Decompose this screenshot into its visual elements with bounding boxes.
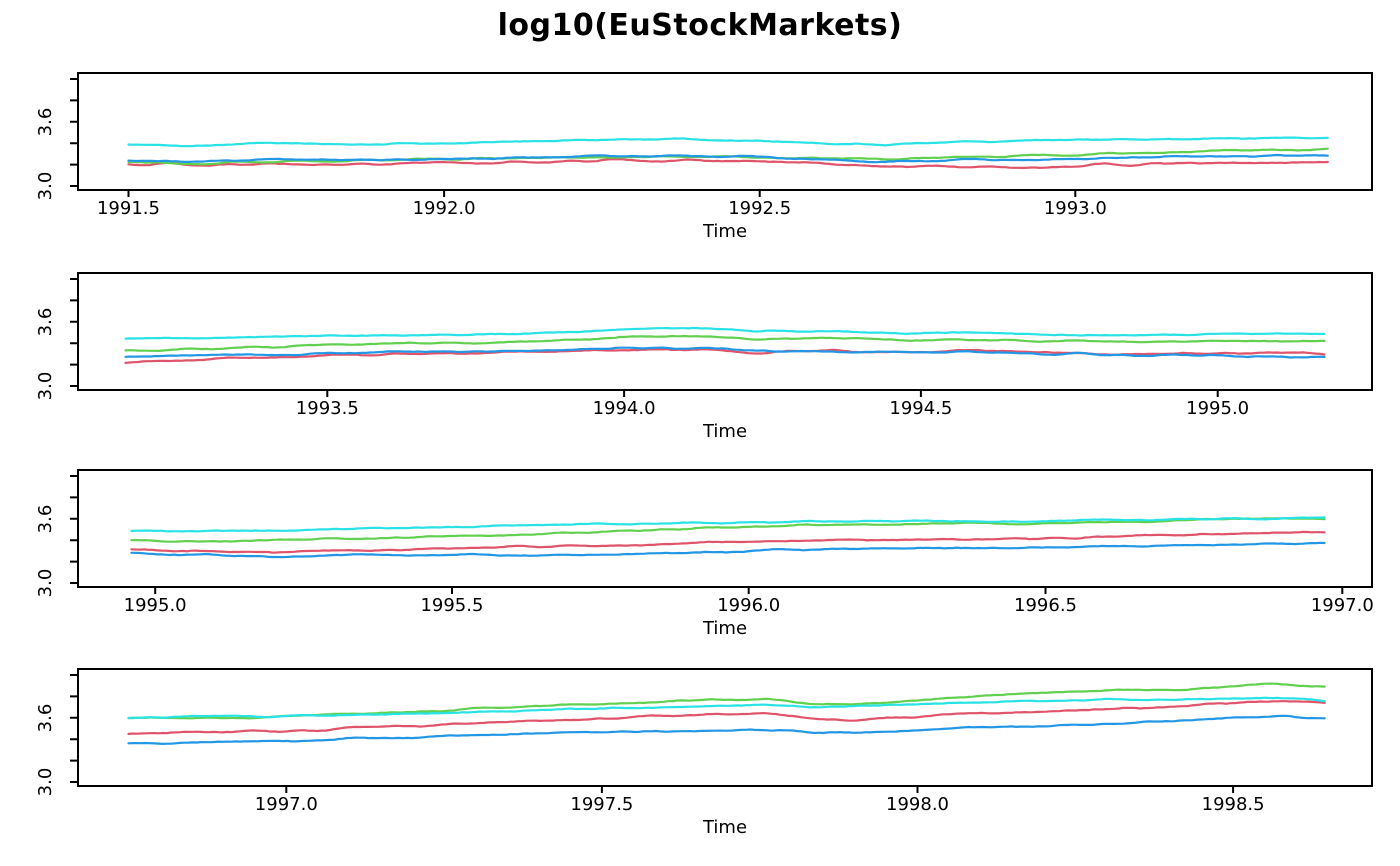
cyan-line bbox=[127, 136, 1329, 148]
x-axis-title: Time bbox=[702, 817, 748, 838]
cyan-line bbox=[130, 516, 1326, 533]
x-tick-label: 1995.0 bbox=[123, 595, 187, 616]
panel-4-ticks bbox=[70, 674, 1235, 793]
cyan-line bbox=[124, 326, 1326, 340]
panel-2-ticks bbox=[70, 278, 1219, 397]
y-tick-label: 3.6 bbox=[35, 307, 56, 337]
green-line bbox=[127, 682, 1326, 720]
x-axis-title: Time bbox=[702, 421, 748, 442]
chart-title: log10(EuStockMarkets) bbox=[497, 8, 903, 43]
blue-line bbox=[124, 346, 1326, 359]
x-tick-label: 1992.5 bbox=[728, 198, 792, 219]
y-tick-label: 3.6 bbox=[35, 703, 56, 733]
red-line bbox=[130, 530, 1326, 554]
x-tick-label: 1992.0 bbox=[412, 198, 476, 219]
x-tick-label: 1991.5 bbox=[96, 198, 160, 219]
y-tick-label: 3.0 bbox=[35, 371, 56, 401]
red-line bbox=[127, 158, 1329, 169]
y-tick-label: 3.6 bbox=[35, 107, 56, 137]
panel-4-border bbox=[77, 668, 1373, 787]
y-tick-label: 3.0 bbox=[35, 568, 56, 598]
green-line bbox=[130, 517, 1326, 543]
x-tick-label: 1998.0 bbox=[886, 794, 949, 815]
x-tick-label: 1996.0 bbox=[717, 595, 781, 616]
x-tick-label: 1993.0 bbox=[1043, 198, 1107, 219]
x-tick-label: 1998.5 bbox=[1201, 794, 1265, 815]
cyan-line bbox=[127, 696, 1326, 720]
x-tick-label: 1995.5 bbox=[420, 595, 484, 616]
x-tick-label: 1995.0 bbox=[1186, 398, 1250, 419]
x-tick-label: 1997.5 bbox=[570, 794, 634, 815]
panel-2-border bbox=[77, 272, 1373, 391]
panel-3-ticks bbox=[70, 475, 1344, 594]
panel-3-border bbox=[77, 469, 1373, 588]
y-tick-label: 3.0 bbox=[35, 171, 56, 201]
blue-line bbox=[127, 153, 1329, 164]
x-tick-label: 1996.5 bbox=[1014, 595, 1078, 616]
red-line bbox=[127, 700, 1326, 736]
x-axis-title: Time bbox=[702, 221, 748, 242]
x-tick-label: 1994.0 bbox=[592, 398, 656, 419]
x-tick-label: 1997.0 bbox=[254, 794, 318, 815]
y-tick-label: 3.0 bbox=[35, 767, 56, 797]
green-line bbox=[124, 334, 1326, 352]
x-tick-label: 1997.0 bbox=[1310, 595, 1374, 616]
panel-1-border bbox=[77, 72, 1373, 191]
x-tick-label: 1993.5 bbox=[295, 398, 359, 419]
blue-line bbox=[127, 714, 1326, 746]
panel-1-ticks bbox=[70, 78, 1077, 197]
x-axis-title: Time bbox=[702, 618, 748, 639]
y-tick-label: 3.6 bbox=[35, 504, 56, 534]
blue-line bbox=[130, 541, 1326, 559]
x-tick-label: 1994.5 bbox=[889, 398, 953, 419]
